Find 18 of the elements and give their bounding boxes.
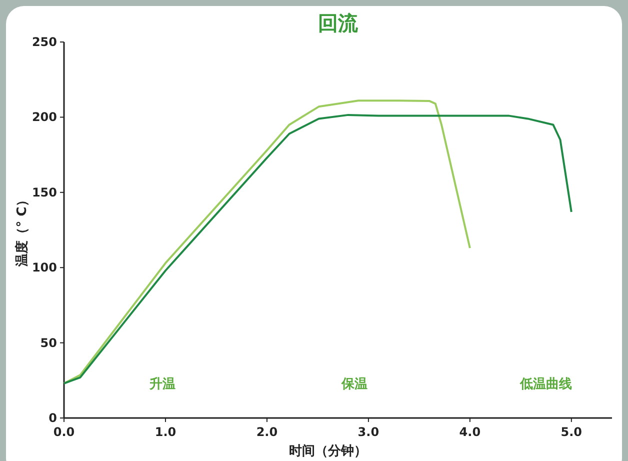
y-tick-label: 100: [32, 260, 57, 275]
y-tick-label: 200: [32, 110, 57, 124]
x-tick-label: 2.0: [256, 425, 278, 439]
x-tick-label: 4.0: [459, 425, 481, 439]
x-tick-label: 1.0: [154, 425, 176, 439]
x-tick-label: 5.0: [560, 425, 582, 439]
x-tick-label: 3.0: [358, 425, 380, 439]
annotation: 低温曲线: [519, 377, 572, 392]
annotation: 保温: [340, 377, 368, 392]
y-axis-title: 温度（° C）: [14, 194, 30, 268]
y-tick-label: 50: [40, 336, 57, 350]
y-tick-label: 0: [48, 411, 57, 425]
y-tick-label: 250: [32, 35, 57, 49]
x-axis-title: 时间（分钟）: [289, 444, 367, 459]
chart-title: 回流: [318, 11, 359, 35]
annotation: 升温: [148, 376, 176, 392]
y-tick-label: 150: [32, 185, 57, 200]
x-tick-label: 0.0: [53, 425, 75, 439]
